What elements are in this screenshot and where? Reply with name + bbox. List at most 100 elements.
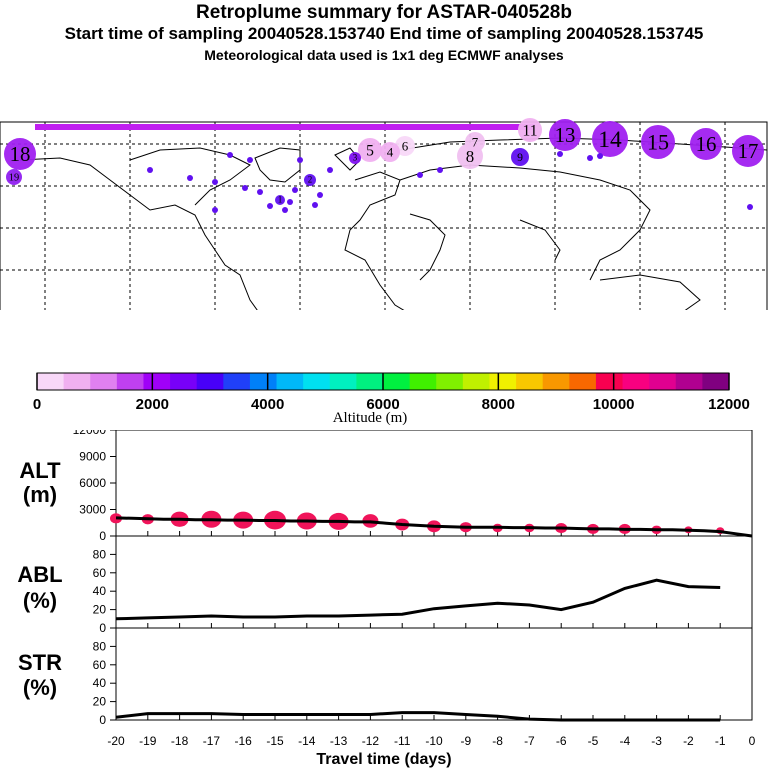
colorbar-swatch — [702, 373, 730, 390]
plume-label: 4 — [387, 145, 394, 160]
str-axis-label: STR — [18, 650, 62, 675]
plume-markers: 18 19 13 14 15 16 17 11 9 87 6 5 4 3 2 1 — [4, 118, 764, 213]
plume-label: 8 — [466, 147, 474, 166]
colorbar-swatch — [649, 373, 677, 390]
colorbar-swatch — [329, 373, 357, 390]
abl-axis-label: (%) — [23, 588, 57, 613]
plume-dot — [282, 207, 288, 213]
plume-circle — [641, 125, 675, 159]
plume-label: 19 — [9, 173, 19, 184]
abl-panel-frame — [115, 535, 753, 629]
alt-axis-label: ALT — [19, 458, 61, 483]
colorbar-swatch — [143, 373, 171, 390]
x-tick-label: -4 — [619, 734, 630, 748]
plume-circle — [549, 119, 581, 151]
plume-circle — [275, 195, 285, 205]
plume-circle — [592, 121, 628, 157]
x-tick-label: -5 — [588, 734, 599, 748]
colorbar-swatch — [462, 373, 490, 390]
y-tick-label: 40 — [93, 676, 107, 690]
colorbar-tick-label: 8000 — [482, 396, 515, 413]
x-tick-label: -8 — [492, 734, 503, 748]
plume-dot — [212, 179, 218, 185]
x-tick-label: -2 — [683, 734, 694, 748]
colorbar-tick-label: 4000 — [251, 396, 284, 413]
alt-axis-label: (m) — [23, 482, 57, 507]
alt-series-line — [115, 516, 753, 538]
plume-band — [35, 124, 535, 130]
plume-circle — [732, 135, 764, 167]
plume-dot — [557, 151, 563, 157]
plume-dot — [417, 172, 423, 178]
plume-dot — [247, 157, 253, 163]
plume-circle — [358, 138, 382, 162]
y-tick-label: 60 — [93, 658, 107, 672]
plume-dot — [747, 204, 753, 210]
plume-label: 3 — [353, 153, 358, 163]
plume-label: 1 — [278, 194, 283, 204]
plume-dot — [147, 167, 153, 173]
x-tick-label: -13 — [330, 734, 348, 748]
x-tick-label: -15 — [266, 734, 284, 748]
plume-dot — [292, 187, 298, 193]
y-tick-label: 60 — [93, 566, 107, 580]
plume-label: 6 — [402, 139, 409, 154]
plume-dot — [587, 155, 593, 161]
x-tick-label: -19 — [139, 734, 157, 748]
x-tick-label: -3 — [651, 734, 662, 748]
colorbar-tick-label: 10000 — [593, 396, 635, 413]
plume-label: 13 — [555, 124, 576, 147]
plume-dot — [187, 175, 193, 181]
plume-label: 17 — [738, 140, 759, 163]
chart-title: Retroplume summary for ASTAR-040528b — [196, 2, 572, 23]
colorbar-tick-label: 6000 — [366, 396, 399, 413]
str-axis-label: (%) — [23, 675, 57, 700]
colorbar-swatch — [170, 373, 198, 390]
y-tick-label: 80 — [93, 547, 107, 561]
y-tick-label: 0 — [99, 713, 106, 727]
time-series-panels: 030006000900012000ALT(m)020406080ABL(%)0… — [17, 430, 756, 768]
x-tick-label: -1 — [715, 734, 726, 748]
plume-label: 15 — [647, 130, 669, 155]
plume-dot — [297, 157, 303, 163]
plume-label: 16 — [696, 133, 717, 156]
y-tick-label: 9000 — [79, 450, 106, 464]
plume-circle — [395, 136, 415, 156]
y-tick-label: 0 — [99, 529, 106, 543]
colorbar-swatch — [542, 373, 570, 390]
plume-circle — [6, 169, 22, 185]
plume-label: 2 — [308, 175, 313, 185]
x-tick-label: -7 — [524, 734, 535, 748]
colorbar-axis-label: Altitude (m) — [333, 410, 408, 426]
y-tick-label: 6000 — [79, 476, 106, 490]
plume-dot — [327, 167, 333, 173]
plume-circle — [690, 128, 722, 160]
plume-dot — [317, 192, 323, 198]
plume-label: 18 — [10, 143, 31, 166]
altitude-colorbar: 0 2000 4000 6000 8000 10000 12000 Altitude (m) — [33, 372, 750, 426]
colorbar-swatch — [436, 373, 464, 390]
plume-dot — [267, 203, 273, 209]
colorbar-swatch — [675, 373, 703, 390]
colorbar-swatch — [90, 373, 118, 390]
met-data-note: Meteorological data used is 1x1 deg ECMW… — [204, 47, 564, 63]
plume-label: 9 — [517, 151, 523, 164]
colorbar-swatch — [595, 373, 624, 390]
abl-series-line — [115, 578, 721, 621]
colorbar-tick-label: 2000 — [136, 396, 169, 413]
plume-circle — [4, 138, 36, 170]
colorbar-swatch — [276, 373, 304, 390]
colorbar-swatch — [569, 373, 597, 390]
str-series-line — [115, 711, 721, 722]
colorbar-swatch — [249, 373, 278, 390]
plume-dot — [257, 189, 263, 195]
colorbar-tick-label: 12000 — [708, 396, 750, 413]
plume-circle — [511, 148, 529, 166]
colorbar-swatch — [37, 373, 65, 390]
plume-circle — [380, 142, 400, 162]
colorbar-swatch — [63, 373, 91, 390]
plume-label: 14 — [598, 127, 622, 153]
y-tick-label: 0 — [99, 621, 106, 635]
x-tick-label: 0 — [749, 734, 756, 748]
colorbar-swatch — [489, 373, 517, 390]
